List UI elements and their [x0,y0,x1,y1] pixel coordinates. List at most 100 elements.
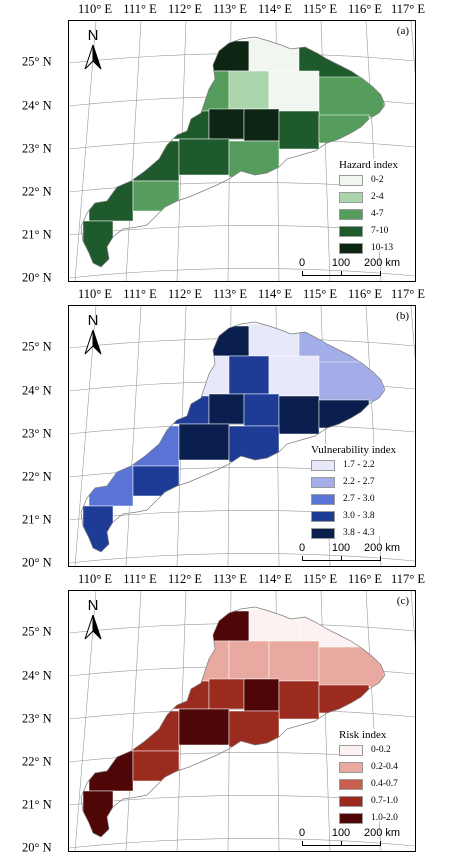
legend-swatch [311,460,335,471]
county-region [243,393,280,427]
legend-item: 0.7-1.0 [339,796,415,809]
legend-label: 3.0 - 3.8 [343,511,375,521]
legend-label: 2-4 [371,192,384,202]
north-arrow-icon [84,329,102,355]
legend-swatch [339,745,363,756]
north-arrow: N [81,597,105,643]
meridian-line [74,21,97,281]
legend-item: 1.0-2.0 [339,813,415,826]
legend: Hazard index 0-2 2-4 4-7 7-10 10-13 [339,159,415,254]
lon-label: 115° E [302,2,338,16]
lon-label: 116° E [347,287,383,301]
legend-item: 4-7 [339,209,415,222]
map-frame: N (a) Hazard index 0-2 2-4 4-7 [68,20,416,282]
lat-label: 20° N [22,840,52,855]
legend-swatch [339,192,363,203]
lon-label: 113° E [212,2,248,16]
scale-label: 200 km [363,827,401,839]
scale-label: 0 [298,257,306,269]
lat-label: 22° N [22,754,52,769]
lon-label: 111° E [123,2,157,16]
county-region [268,70,320,112]
lon-label: 116° E [347,572,383,586]
county-region [228,640,270,680]
province-boundary [80,36,386,268]
lat-label: 25° N [22,54,52,69]
county-region [268,640,320,682]
county-region [278,680,320,720]
lat-label: 20° N [22,555,52,570]
lon-label: 110° E [77,287,113,301]
legend-item: 1.7 - 2.2 [311,460,415,473]
meridian-line [125,591,142,851]
lat-label: 25° N [22,339,52,354]
meridian-line [410,21,415,75]
legend-label: 0.7-1.0 [371,796,398,806]
lon-label: 116° E [347,2,383,16]
legend-item: 0.2-0.4 [339,762,415,775]
legend-item: 0-2 [339,175,415,188]
lon-label: 115° E [302,287,338,301]
map-panel-hazard: 110° E 111° E 112° E 113° E 114° E 115° … [0,0,466,285]
legend-label: 0.2-0.4 [371,762,398,772]
parallel-line [69,553,415,564]
scale-label: 100 [331,827,351,839]
lon-label: 110° E [77,572,113,586]
north-arrow-label: N [87,597,99,614]
legend-item: 3.8 - 4.3 [311,528,415,541]
legend-item: 10-13 [339,243,415,256]
lon-label: 110° E [77,2,113,16]
legend-label: 0.4-0.7 [371,779,398,789]
county-region [178,708,230,746]
legend-item: 0.4-0.7 [339,779,415,792]
legend-label: 2.7 - 3.0 [343,494,375,504]
scale-tick [380,271,381,276]
legend-swatch [311,477,335,488]
legend-title: Vulnerability index [311,444,397,456]
scale-label: 100 [331,257,351,269]
map-canvas [69,306,415,566]
lon-label: 113° E [212,572,248,586]
lon-label: 114° E [257,2,293,16]
meridian-line [410,591,415,645]
scale-label: 100 [331,542,351,554]
scale-label: 200 km [363,257,401,269]
parallel-line [69,139,415,150]
legend-label: 1.0-2.0 [371,813,398,823]
scale-label: 200 km [363,542,401,554]
scale-label: 0 [298,542,306,554]
panel-letter: (a) [396,25,409,37]
lon-label: 114° E [257,572,293,586]
legend-item: 7-10 [339,226,415,239]
legend-item: 3.0 - 3.8 [311,511,415,524]
panel-letter: (c) [396,595,409,607]
map-canvas [69,591,415,851]
legend-label: 1.7 - 2.2 [343,460,375,470]
longitude-labels: 110° E 111° E 112° E 113° E 114° E 115° … [0,287,466,303]
legend-label: 7-10 [371,226,389,236]
scale-bar: 0 100 200 km [298,257,401,281]
legend: Risk index 0-0.2 0.2-0.4 0.4-0.7 0.7-1.0… [339,729,415,824]
legend-swatch [339,175,363,186]
lat-label: 22° N [22,469,52,484]
county-region [278,395,320,435]
map-frame: N (b) Vulnerability index 1.7 - 2.2 2.2 … [68,305,416,567]
legend-swatch [339,813,363,824]
longitude-labels: 110° E 111° E 112° E 113° E 114° E 115° … [0,2,466,18]
longitude-labels: 110° E 111° E 112° E 113° E 114° E 115° … [0,572,466,588]
scale-bar: 0 100 200 km [299,827,401,851]
legend-swatch [339,243,363,254]
lat-label: 22° N [22,184,52,199]
parallel-line [69,268,415,279]
scale-tick [341,271,342,276]
region-layer [82,608,385,837]
lat-label: 24° N [22,383,52,398]
north-arrow: N [81,27,105,73]
north-arrow-label: N [87,312,99,329]
scale-tick [302,556,303,561]
legend-label: 2.2 - 2.7 [343,477,375,487]
county-region [243,108,280,142]
province-boundary [80,321,386,553]
legend: Vulnerability index 1.7 - 2.2 2.2 - 2.7 … [311,444,415,539]
lat-label: 20° N [22,270,52,285]
